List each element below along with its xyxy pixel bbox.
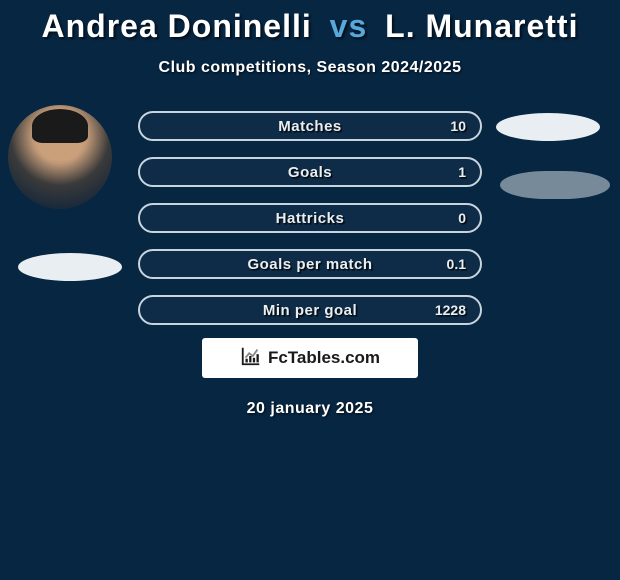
stat-label: Goals per match <box>247 256 372 273</box>
right-pill-shape-1 <box>496 113 600 141</box>
stat-row-matches: Matches 10 <box>138 111 482 141</box>
stat-row-goals: Goals 1 <box>138 157 482 187</box>
chart-icon <box>240 345 262 372</box>
stats-list: Matches 10 Goals 1 Hattricks 0 Goals per… <box>138 111 482 341</box>
subtitle: Club competitions, Season 2024/2025 <box>0 59 620 77</box>
stat-label: Hattricks <box>276 210 345 227</box>
stat-label: Goals <box>288 164 332 181</box>
stat-row-goals-per-match: Goals per match 0.1 <box>138 249 482 279</box>
vs-separator: vs <box>330 8 368 44</box>
player1-name: Andrea Doninelli <box>42 8 312 44</box>
left-pill-shape <box>18 253 122 281</box>
stat-value: 0.1 <box>447 256 466 272</box>
stat-value: 10 <box>450 118 466 134</box>
date-text: 20 january 2025 <box>247 400 374 418</box>
branding-box: FcTables.com <box>202 338 418 378</box>
player-avatar <box>8 105 112 209</box>
branding-text: FcTables.com <box>268 348 380 368</box>
player2-name: L. Munaretti <box>385 8 578 44</box>
stat-value: 0 <box>458 210 466 226</box>
stat-value: 1 <box>458 164 466 180</box>
stat-value: 1228 <box>435 302 466 318</box>
comparison-title: Andrea Doninelli vs L. Munaretti <box>0 0 620 45</box>
stat-label: Matches <box>278 118 342 135</box>
right-pill-shape-2 <box>500 171 610 199</box>
stat-row-hattricks: Hattricks 0 <box>138 203 482 233</box>
stat-label: Min per goal <box>263 302 357 319</box>
stat-row-min-per-goal: Min per goal 1228 <box>138 295 482 325</box>
